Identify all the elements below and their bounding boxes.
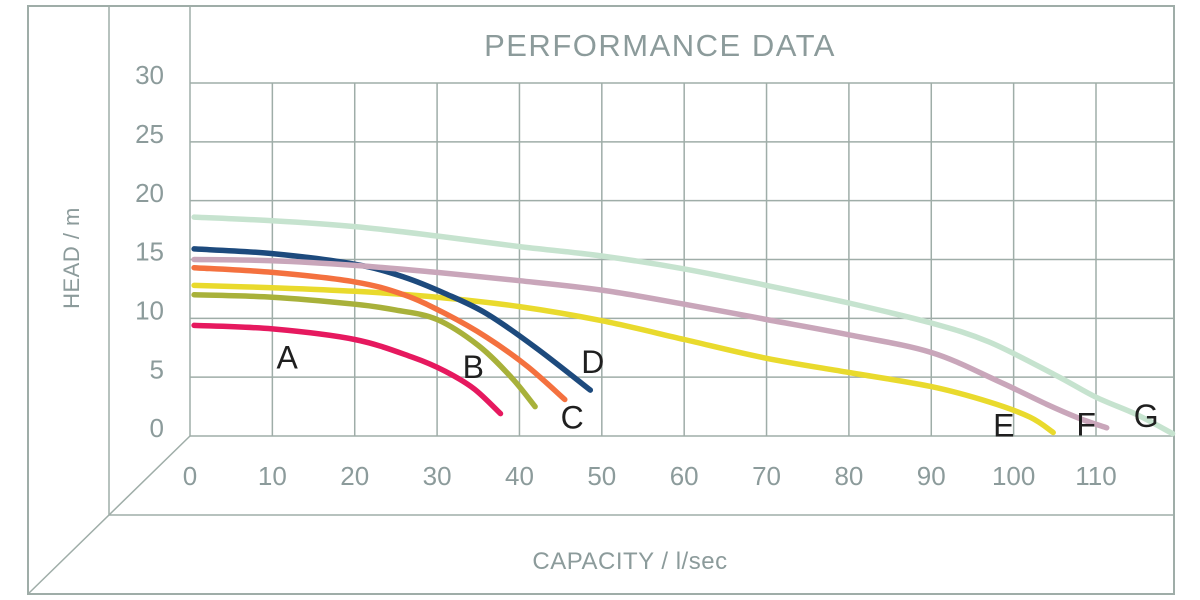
x-axis-label: CAPACITY / l/sec (532, 548, 728, 575)
curve-E (191, 282, 1056, 436)
curve-A (191, 322, 504, 417)
curve-label-G: G (1134, 398, 1159, 434)
y-tick-25: 25 (135, 119, 164, 149)
y-tick-10: 10 (135, 295, 164, 325)
perspective-diagonal (27, 435, 191, 595)
x-tick-80: 80 (834, 461, 863, 491)
curve-label-C: C (561, 399, 584, 435)
curve-label-E: E (993, 408, 1014, 444)
y-tick-20: 20 (135, 178, 164, 208)
x-tick-50: 50 (587, 461, 616, 491)
curve-D (191, 246, 594, 393)
y-axis-label: HEAD / m (59, 207, 84, 309)
x-tick-20: 20 (340, 461, 369, 491)
x-tick-100: 100 (992, 461, 1035, 491)
curve-label-F: F (1076, 406, 1096, 442)
curve-C (191, 264, 568, 403)
curve-label-D: D (581, 344, 604, 380)
curve-F (191, 256, 1110, 431)
x-tick-10: 10 (258, 461, 287, 491)
x-tick-90: 90 (917, 461, 946, 491)
x-tick-70: 70 (752, 461, 781, 491)
y-tick-15: 15 (135, 237, 164, 267)
x-tick-60: 60 (670, 461, 699, 491)
chart-title: PERFORMANCE DATA (484, 28, 836, 63)
y-tick-0: 0 (150, 413, 164, 443)
x-tick-110: 110 (1075, 461, 1116, 491)
x-tick-40: 40 (505, 461, 534, 491)
curve-B (191, 292, 538, 410)
curve-label-B: B (463, 349, 484, 385)
curve-G (191, 214, 1176, 437)
x-tick-0: 0 (183, 461, 197, 491)
curve-label-A: A (277, 339, 299, 375)
outer-frame (27, 5, 1175, 595)
y-tick-30: 30 (135, 60, 164, 90)
y-tick-5: 5 (150, 354, 164, 384)
x-tick-30: 30 (423, 461, 452, 491)
